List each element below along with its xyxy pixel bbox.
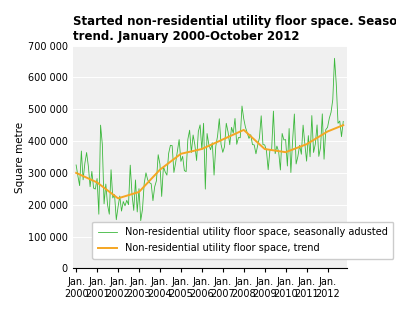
Non-residential utility floor space, trend	[116, 197, 120, 200]
Non-residential utility floor space, trend	[170, 159, 175, 162]
Non-residential utility floor space, seasonally adusted	[245, 131, 249, 135]
Non-residential utility floor space, seasonally adusted	[74, 163, 78, 167]
Non-residential utility floor space, seasonally adusted	[274, 144, 279, 148]
Non-residential utility floor space, seasonally adusted	[304, 159, 309, 163]
Text: Started non-residential utility floor space. Seasonally adjusted and
trend. Janu: Started non-residential utility floor sp…	[72, 15, 396, 43]
Line: Non-residential utility floor space, seasonally adusted: Non-residential utility floor space, sea…	[76, 58, 343, 221]
Non-residential utility floor space, trend	[274, 149, 279, 153]
Line: Non-residential utility floor space, trend: Non-residential utility floor space, tre…	[76, 125, 343, 198]
Non-residential utility floor space, seasonally adusted	[341, 120, 346, 123]
Non-residential utility floor space, trend	[74, 171, 78, 175]
Non-residential utility floor space, seasonally adusted	[332, 57, 337, 60]
Non-residential utility floor space, trend	[168, 160, 173, 164]
Non-residential utility floor space, seasonally adusted	[170, 144, 175, 148]
Non-residential utility floor space, trend	[304, 142, 309, 146]
Y-axis label: Square metre: Square metre	[15, 122, 25, 192]
Non-residential utility floor space, seasonally adusted	[294, 162, 299, 166]
Non-residential utility floor space, trend	[245, 131, 249, 135]
Non-residential utility floor space, trend	[341, 123, 346, 127]
Non-residential utility floor space, trend	[294, 146, 299, 150]
Non-residential utility floor space, seasonally adusted	[138, 219, 143, 223]
Legend: Non-residential utility floor space, seasonally adusted, Non-residential utility: Non-residential utility floor space, sea…	[92, 222, 394, 259]
Non-residential utility floor space, seasonally adusted	[168, 143, 173, 147]
